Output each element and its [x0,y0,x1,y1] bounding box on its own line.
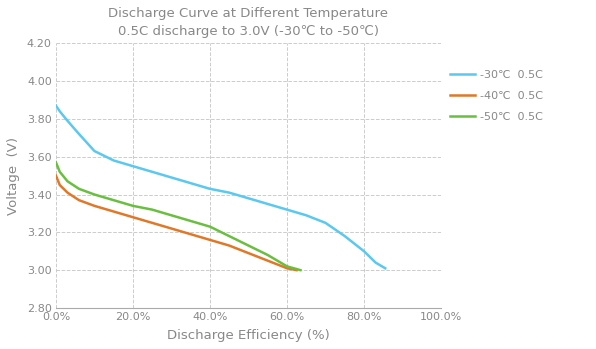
-40℃  0.5C [187,232,194,236]
-30℃  0.5C [284,208,291,212]
-40℃  0.5C [56,183,63,187]
-30℃  0.5C [187,181,194,185]
-30℃  0.5C [52,104,60,108]
-50℃  0.5C [64,179,71,183]
-30℃  0.5C [91,149,98,153]
-30℃  0.5C [264,202,271,206]
-50℃  0.5C [187,219,194,223]
-50℃  0.5C [148,208,156,212]
-30℃  0.5C [129,164,136,168]
-30℃  0.5C [76,132,83,136]
-30℃  0.5C [206,187,213,191]
-50℃  0.5C [226,234,233,238]
-50℃  0.5C [56,170,63,174]
-30℃  0.5C [341,234,348,238]
-40℃  0.5C [91,204,98,208]
X-axis label: Discharge Efficiency (%): Discharge Efficiency (%) [167,329,330,342]
Legend: -30℃  0.5C, -40℃  0.5C, -50℃  0.5C: -30℃ 0.5C, -40℃ 0.5C, -50℃ 0.5C [451,70,544,122]
-30℃  0.5C [303,213,310,217]
-50℃  0.5C [52,160,60,164]
-30℃  0.5C [226,191,233,195]
-40℃  0.5C [284,266,291,270]
-50℃  0.5C [297,268,304,272]
-30℃  0.5C [245,196,252,200]
-50℃  0.5C [206,224,213,229]
-30℃  0.5C [322,221,329,225]
Line: -50℃  0.5C: -50℃ 0.5C [56,162,300,270]
-50℃  0.5C [168,213,175,217]
-40℃  0.5C [293,268,300,272]
Y-axis label: Voltage  (V): Voltage (V) [7,136,20,215]
Line: -30℃  0.5C: -30℃ 0.5C [56,106,385,268]
-50℃  0.5C [245,244,252,248]
-40℃  0.5C [148,221,156,225]
-30℃  0.5C [361,249,368,253]
-40℃  0.5C [129,215,136,219]
-30℃  0.5C [56,109,63,113]
-40℃  0.5C [245,251,252,255]
-40℃  0.5C [264,259,271,263]
-30℃  0.5C [64,119,71,123]
-30℃  0.5C [381,266,389,270]
-40℃  0.5C [76,198,83,202]
-40℃  0.5C [64,191,71,195]
-50℃  0.5C [110,198,117,202]
-50℃  0.5C [91,192,98,196]
-50℃  0.5C [284,264,291,268]
-40℃  0.5C [110,209,117,214]
-40℃  0.5C [52,173,60,178]
Title: Discharge Curve at Different Temperature
0.5C discharge to 3.0V (-30℃ to -50℃): Discharge Curve at Different Temperature… [108,7,389,38]
-40℃  0.5C [226,244,233,248]
-30℃  0.5C [372,260,379,265]
-50℃  0.5C [129,204,136,208]
-50℃  0.5C [264,253,271,257]
-30℃  0.5C [168,176,175,180]
-30℃  0.5C [110,158,117,163]
-50℃  0.5C [76,187,83,191]
Line: -40℃  0.5C: -40℃ 0.5C [56,176,297,270]
-40℃  0.5C [206,238,213,242]
-30℃  0.5C [148,170,156,174]
-40℃  0.5C [168,227,175,231]
